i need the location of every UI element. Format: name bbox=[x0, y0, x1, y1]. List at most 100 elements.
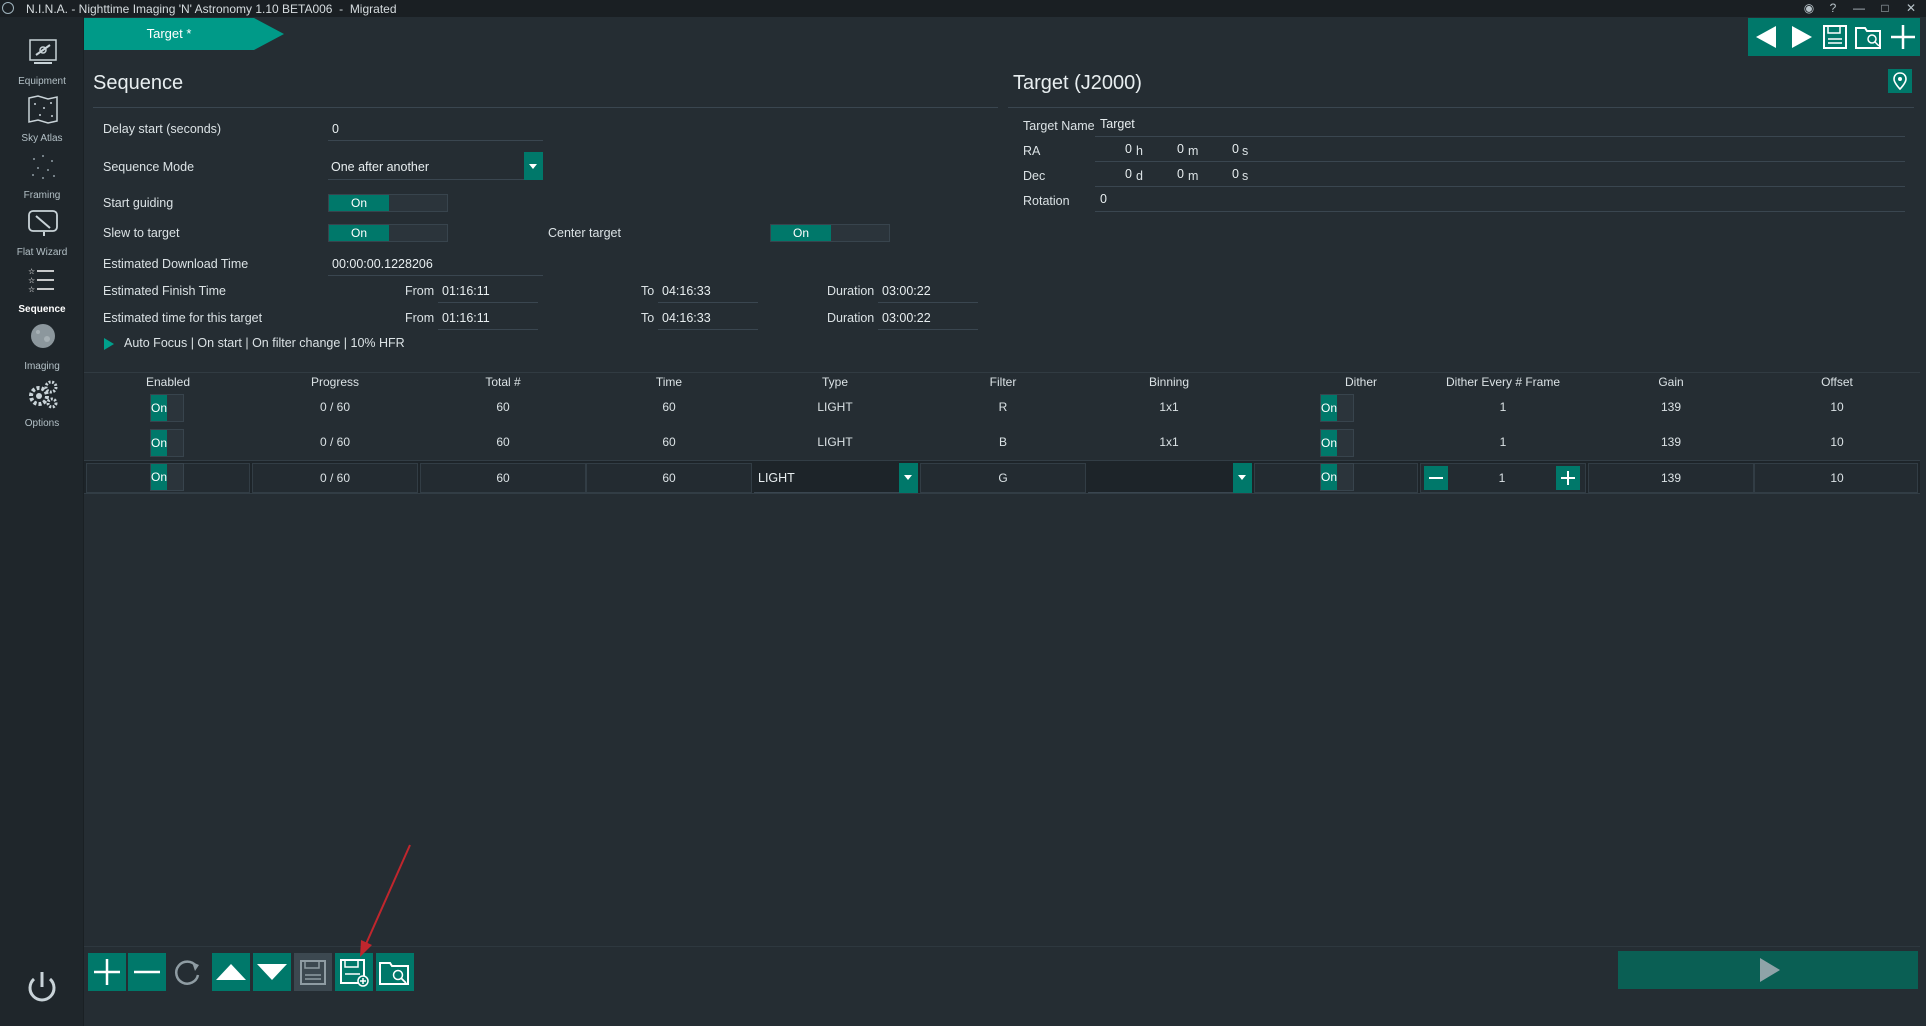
previous-target-button[interactable] bbox=[1750, 18, 1784, 56]
help-icon[interactable]: ? bbox=[1829, 1, 1837, 15]
col-time: Time bbox=[655, 375, 683, 389]
breadcrumb-target[interactable]: Target * bbox=[84, 18, 284, 50]
nav-framing[interactable]: Framing bbox=[0, 147, 84, 203]
nav-sky-atlas[interactable]: Sky Atlas bbox=[0, 90, 84, 146]
ra-hours-input[interactable]: 0 bbox=[1125, 142, 1132, 156]
time-cell[interactable]: 60 bbox=[662, 471, 676, 485]
nav-imaging[interactable]: Imaging bbox=[0, 318, 84, 374]
nav-label: Flat Wizard bbox=[16, 247, 68, 258]
table-row[interactable]: On 0 / 60 60 60 LIGHT B 1x1 On 1 139 10 bbox=[84, 425, 1920, 459]
chevron-down-icon[interactable] bbox=[899, 463, 918, 493]
move-down-button[interactable] bbox=[253, 953, 291, 991]
map-icon bbox=[28, 95, 58, 124]
gain-cell[interactable]: 139 bbox=[1660, 471, 1682, 485]
dither-toggle[interactable]: On bbox=[1320, 463, 1354, 491]
col-total: Total # bbox=[485, 375, 521, 389]
chevron-down-icon[interactable] bbox=[1233, 463, 1252, 493]
duration-label: Duration bbox=[827, 311, 875, 325]
start-guiding-toggle[interactable]: On bbox=[328, 194, 448, 212]
next-target-button[interactable] bbox=[1784, 18, 1818, 56]
dither-toggle[interactable]: On bbox=[1320, 429, 1354, 457]
save-sequence-as-button[interactable] bbox=[335, 953, 373, 991]
time-cell[interactable]: 60 bbox=[662, 435, 676, 449]
open-target-button[interactable] bbox=[1852, 18, 1886, 56]
maximize-icon[interactable]: □ bbox=[1881, 1, 1889, 15]
move-up-button[interactable] bbox=[212, 953, 250, 991]
dither-every-cell[interactable]: 1 bbox=[1499, 435, 1507, 449]
enabled-toggle[interactable]: On bbox=[150, 463, 184, 491]
total-cell[interactable]: 60 bbox=[496, 435, 510, 449]
finish-duration-value: 03:00:22 bbox=[882, 284, 931, 298]
filter-cell[interactable]: B bbox=[998, 435, 1007, 449]
offset-cell[interactable]: 10 bbox=[1830, 435, 1844, 449]
center-target-toggle[interactable]: On bbox=[770, 224, 890, 242]
ra-label: RA bbox=[1023, 144, 1041, 158]
finish-to-value: 04:16:33 bbox=[662, 284, 711, 298]
dither-every-input[interactable]: 1 bbox=[1498, 471, 1506, 485]
nav-sequence[interactable]: ☆ ☆ ☆ Sequence bbox=[0, 261, 84, 317]
decrement-button[interactable] bbox=[1424, 466, 1448, 490]
dither-every-cell[interactable]: 1 bbox=[1499, 400, 1507, 414]
delay-input[interactable]: 0 bbox=[332, 122, 339, 136]
binning-cell[interactable]: 1x1 bbox=[1159, 400, 1179, 414]
increment-button[interactable] bbox=[1556, 466, 1580, 490]
close-icon[interactable]: ✕ bbox=[1905, 1, 1917, 15]
eye-icon[interactable]: ◉ bbox=[1803, 1, 1815, 15]
stars-icon bbox=[32, 155, 55, 179]
remove-row-button[interactable] bbox=[128, 953, 166, 991]
location-pin-icon[interactable] bbox=[1888, 69, 1912, 93]
nav-flat-wizard[interactable]: Flat Wizard bbox=[0, 204, 84, 260]
enabled-toggle[interactable]: On bbox=[150, 394, 184, 422]
dither-toggle[interactable]: On bbox=[1320, 394, 1354, 422]
start-sequence-button[interactable] bbox=[1618, 951, 1918, 989]
col-dither-every: Dither Every # Frame bbox=[1445, 375, 1561, 389]
chevron-down-icon[interactable] bbox=[524, 152, 543, 180]
sequence-mode-select[interactable]: One after another bbox=[328, 152, 543, 180]
add-target-button[interactable] bbox=[1886, 18, 1920, 56]
open-sequence-button[interactable] bbox=[376, 953, 414, 991]
offset-cell[interactable]: 10 bbox=[1830, 400, 1844, 414]
nav-label: Equipment bbox=[18, 76, 66, 87]
target-name-input[interactable]: Target bbox=[1100, 117, 1135, 131]
delay-underline bbox=[328, 140, 543, 141]
table-row[interactable]: On 0 / 60 60 60 LIGHT R 1x1 On 1 139 10 bbox=[84, 390, 1920, 424]
nav-label: Sequence bbox=[18, 304, 66, 315]
add-row-button[interactable] bbox=[88, 953, 126, 991]
power-icon[interactable] bbox=[22, 967, 62, 1007]
reset-row-button[interactable] bbox=[168, 953, 206, 991]
binning-cell[interactable]: 1x1 bbox=[1159, 435, 1179, 449]
rotation-input[interactable]: 0 bbox=[1100, 192, 1107, 206]
cell-frame bbox=[586, 463, 752, 493]
enabled-toggle[interactable]: On bbox=[150, 429, 184, 457]
dec-degrees-input[interactable]: 0 bbox=[1125, 167, 1132, 181]
save-sequence-button[interactable] bbox=[294, 953, 332, 991]
dec-seconds-input[interactable]: 0 bbox=[1232, 167, 1239, 181]
ra-minutes-input[interactable]: 0 bbox=[1177, 142, 1184, 156]
gain-cell[interactable]: 139 bbox=[1660, 400, 1682, 414]
table-row-selected[interactable]: On 0 / 60 60 60 LIGHT G On 1 139 10 bbox=[84, 460, 1920, 494]
sequence-mode-value: One after another bbox=[331, 160, 429, 174]
gain-cell[interactable]: 139 bbox=[1660, 435, 1682, 449]
binning-select[interactable] bbox=[1088, 463, 1252, 493]
total-cell[interactable]: 60 bbox=[496, 400, 510, 414]
col-binning: Binning bbox=[1148, 375, 1190, 389]
filter-cell[interactable]: R bbox=[998, 400, 1008, 414]
nav-equipment[interactable]: Equipment bbox=[0, 33, 84, 89]
offset-cell[interactable]: 10 bbox=[1830, 471, 1844, 485]
underline bbox=[878, 302, 978, 303]
slew-toggle[interactable]: On bbox=[328, 224, 448, 242]
filter-cell[interactable]: G bbox=[998, 471, 1008, 485]
type-select[interactable]: LIGHT bbox=[754, 463, 918, 493]
type-cell[interactable]: LIGHT bbox=[817, 400, 853, 414]
minimize-icon[interactable]: — bbox=[1853, 1, 1865, 15]
nav-options[interactable]: Options bbox=[0, 375, 84, 431]
type-cell[interactable]: LIGHT bbox=[817, 435, 853, 449]
dec-minutes-input[interactable]: 0 bbox=[1177, 167, 1184, 181]
total-cell[interactable]: 60 bbox=[496, 471, 510, 485]
time-cell[interactable]: 60 bbox=[662, 400, 676, 414]
finish-time-label: Estimated Finish Time bbox=[103, 284, 226, 298]
ra-seconds-input[interactable]: 0 bbox=[1232, 142, 1239, 156]
save-target-button[interactable] bbox=[1818, 18, 1852, 56]
toggle-on: On bbox=[329, 195, 389, 211]
left-nav: Equipment Sky Atlas Framing Flat Wizard … bbox=[0, 17, 84, 1026]
